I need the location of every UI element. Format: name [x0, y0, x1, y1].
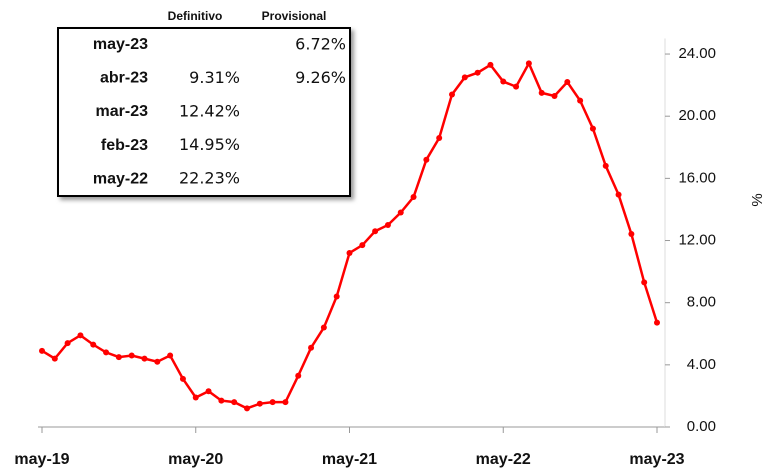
point [308, 344, 315, 351]
y-tick-label: 20.00 [678, 107, 716, 124]
point [384, 221, 391, 228]
point [602, 162, 609, 169]
table-box [57, 27, 351, 197]
point [589, 125, 596, 132]
point [449, 91, 455, 98]
table-header: Provisional [262, 9, 327, 23]
y-tick-label: 12.00 [678, 231, 716, 248]
point [372, 228, 379, 235]
point [397, 209, 404, 216]
table-cell: 9.26% [295, 68, 346, 87]
row-label: may-22 [93, 170, 148, 187]
point [192, 394, 199, 401]
point [167, 352, 174, 359]
point [77, 332, 84, 339]
point [244, 405, 250, 412]
point [461, 74, 468, 81]
point [436, 134, 443, 141]
point [500, 78, 507, 85]
y-tick-label: 16.00 [678, 169, 716, 186]
point [128, 352, 135, 359]
point [654, 319, 660, 326]
point [346, 249, 353, 256]
y-tick-label: 24.00 [678, 45, 716, 62]
point [320, 324, 327, 331]
point [538, 89, 545, 96]
x-tick-label: may-19 [14, 451, 69, 468]
table-header: Definitivo [168, 9, 223, 23]
point [154, 358, 161, 365]
y-axis-label: % [749, 193, 766, 206]
point [115, 354, 122, 361]
point [474, 69, 481, 76]
point [64, 340, 71, 347]
point [615, 191, 622, 198]
point [269, 399, 276, 406]
point [205, 388, 212, 395]
x-tick-label: may-21 [322, 451, 377, 468]
point [423, 156, 430, 163]
point [90, 341, 97, 348]
point [628, 230, 635, 237]
point [410, 194, 417, 201]
x-tick-label: may-20 [168, 451, 223, 468]
x-tick-label: may-23 [629, 451, 684, 468]
table-cell: 6.72% [295, 34, 346, 53]
point [359, 242, 366, 249]
x-tick-label: may-22 [476, 451, 531, 468]
row-label: abr-23 [100, 70, 148, 87]
point [51, 355, 58, 362]
point [513, 83, 520, 90]
point [641, 279, 648, 286]
point [256, 400, 263, 407]
table-cell: 14.95% [179, 135, 240, 154]
row-label: feb-23 [101, 137, 148, 154]
table-cell: 22.23% [179, 169, 240, 188]
point [333, 293, 340, 300]
point [564, 79, 571, 86]
point [231, 399, 238, 406]
row-label: may-23 [93, 36, 148, 53]
point [551, 92, 558, 99]
point [39, 347, 45, 354]
y-tick-label: 4.00 [687, 356, 716, 373]
point [218, 397, 225, 404]
point [487, 61, 494, 68]
point [577, 97, 584, 104]
point [295, 372, 302, 379]
point [525, 60, 532, 67]
point [179, 375, 186, 382]
y-tick-label: 0.00 [687, 418, 716, 435]
point [141, 355, 148, 362]
point [103, 349, 110, 356]
point [282, 399, 289, 406]
table-cell: 12.42% [179, 102, 240, 121]
table-cell: 9.31% [189, 68, 240, 87]
row-label: mar-23 [96, 103, 149, 120]
y-tick-label: 8.00 [687, 294, 716, 311]
